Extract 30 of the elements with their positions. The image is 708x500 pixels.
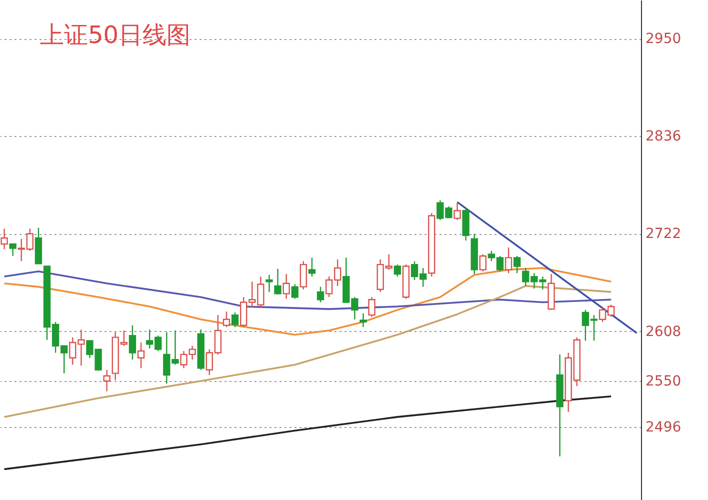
candlestick [300, 260, 307, 290]
y-tick-label: 2550 [646, 373, 682, 390]
candlestick [282, 273, 290, 300]
candlestick [137, 342, 145, 369]
line-series [3, 396, 612, 470]
candlestick [222, 311, 230, 328]
candlestick [479, 254, 486, 272]
candlestick [9, 243, 16, 257]
candlestick [128, 324, 136, 360]
y-tick-label: 2836 [646, 128, 682, 145]
candlestick [394, 264, 402, 278]
y-tick-label: 2722 [646, 226, 682, 242]
text: 上证50日线图 [40, 21, 191, 49]
candlestick [454, 202, 461, 221]
candlestick [316, 286, 324, 303]
candlestick [274, 268, 282, 296]
line-series [3, 270, 612, 310]
candlestick [103, 369, 110, 392]
candlestick [266, 274, 273, 293]
y-tick-label: 2608 [646, 324, 682, 340]
line-series [3, 285, 612, 418]
y-tick-label: 2950 [646, 31, 682, 48]
candlestick [291, 284, 298, 300]
candlestick [360, 312, 367, 328]
candlestick [231, 312, 239, 328]
candlestick [308, 257, 316, 278]
candlestick [504, 246, 512, 274]
y-tick-label: 2496 [646, 420, 682, 436]
candlestick [368, 296, 376, 318]
candlestick [513, 255, 521, 274]
